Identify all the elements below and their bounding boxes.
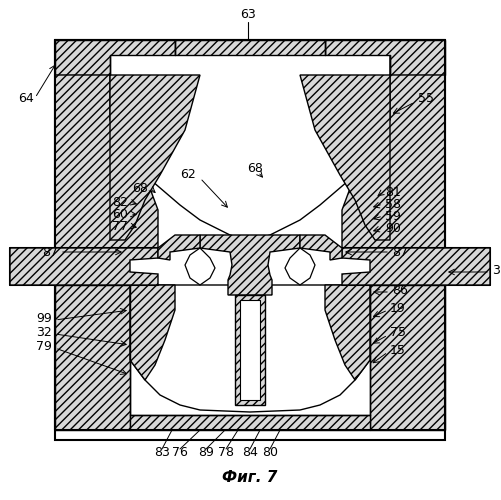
Text: 76: 76 (172, 446, 188, 458)
Polygon shape (55, 40, 445, 440)
Polygon shape (200, 235, 300, 295)
Polygon shape (300, 235, 342, 260)
Polygon shape (342, 248, 490, 285)
Text: 32: 32 (36, 326, 52, 338)
Text: 62: 62 (180, 168, 196, 181)
Polygon shape (130, 285, 370, 412)
Text: 78: 78 (218, 446, 234, 458)
Polygon shape (235, 295, 265, 405)
Text: 99: 99 (36, 312, 52, 324)
Text: Фиг. 7: Фиг. 7 (222, 470, 278, 486)
Text: 87: 87 (42, 246, 58, 258)
Text: 90: 90 (385, 222, 401, 234)
Text: 89: 89 (198, 446, 214, 458)
Text: 59: 59 (385, 210, 401, 222)
Text: 79: 79 (36, 340, 52, 352)
Polygon shape (55, 285, 130, 430)
Text: 81: 81 (385, 186, 401, 198)
Text: 82: 82 (112, 196, 128, 208)
Text: 58: 58 (385, 198, 401, 210)
Polygon shape (10, 248, 158, 285)
Polygon shape (240, 300, 260, 400)
Polygon shape (55, 75, 158, 248)
Polygon shape (130, 285, 175, 380)
Text: 86: 86 (392, 284, 408, 296)
Polygon shape (300, 75, 390, 240)
Text: 68: 68 (132, 182, 148, 194)
Polygon shape (130, 415, 370, 430)
Polygon shape (285, 248, 315, 285)
Polygon shape (110, 75, 200, 240)
Polygon shape (342, 75, 445, 248)
Polygon shape (325, 40, 445, 75)
Text: 84: 84 (242, 446, 258, 458)
Polygon shape (185, 248, 215, 285)
Polygon shape (175, 40, 325, 55)
Text: 64: 64 (18, 92, 34, 104)
Text: 68: 68 (247, 162, 263, 174)
Text: 80: 80 (262, 446, 278, 458)
Text: 60: 60 (112, 208, 128, 220)
Text: 63: 63 (240, 8, 256, 22)
Polygon shape (55, 40, 175, 75)
Polygon shape (325, 285, 370, 380)
Polygon shape (370, 285, 445, 430)
Polygon shape (110, 55, 390, 240)
Text: 15: 15 (390, 344, 406, 356)
Polygon shape (158, 235, 200, 260)
Text: 87: 87 (392, 246, 408, 258)
Text: 83: 83 (154, 446, 170, 458)
Text: 77: 77 (112, 220, 128, 232)
Text: 55: 55 (418, 92, 434, 104)
Text: 3: 3 (492, 264, 500, 276)
Text: 75: 75 (390, 326, 406, 338)
Text: 19: 19 (390, 302, 406, 314)
